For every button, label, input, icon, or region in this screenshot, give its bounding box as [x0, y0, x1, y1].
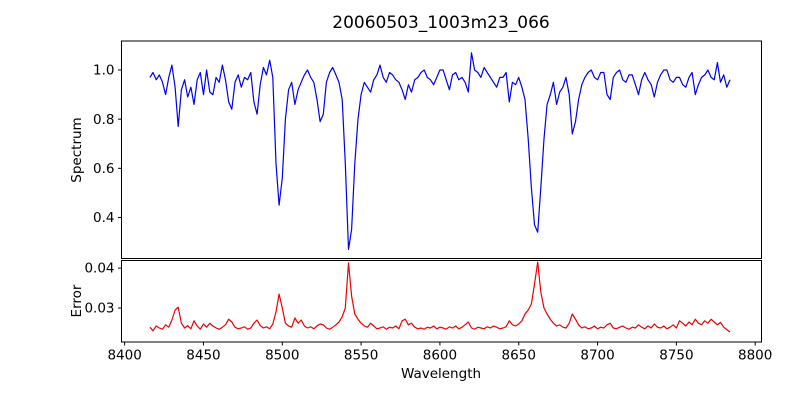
spectrum-spines — [121, 40, 762, 259]
spectrum-ytick-label: 0.8 — [93, 112, 114, 128]
spectrum-ytick-label: 0.4 — [93, 210, 114, 226]
spectrum-panel: 0.4 0.6 0.8 1.0 — [93, 40, 762, 259]
spectrum-ytick-label: 0.6 — [93, 161, 114, 177]
xtick-label: 8650 — [502, 348, 536, 364]
xtick-label: 8450 — [186, 348, 220, 364]
spectrum-line — [149, 52, 731, 250]
xtick-label: 8750 — [659, 348, 693, 364]
xtick-label: 8600 — [423, 348, 457, 364]
error-spines — [121, 260, 762, 343]
chart-title: 20060503_1003m23_066 — [332, 13, 550, 33]
xtick-label: 8550 — [344, 348, 378, 364]
error-panel: 0.03 0.04 8400 8450 8500 8550 8600 8650 8700 8750… — [84, 260, 772, 364]
xtick-label: 8500 — [265, 348, 299, 364]
xtick-label: 8800 — [738, 348, 772, 364]
error-ytick-label: 0.03 — [84, 301, 114, 317]
xtick-label: 8700 — [580, 348, 614, 364]
spectrum-ytick-label: 1.0 — [93, 63, 114, 79]
xtick-label: 8400 — [107, 348, 141, 364]
wavelength-axis-label: Wavelength — [400, 366, 482, 382]
error-line — [149, 261, 731, 333]
error-ytick-label: 0.04 — [84, 261, 114, 277]
